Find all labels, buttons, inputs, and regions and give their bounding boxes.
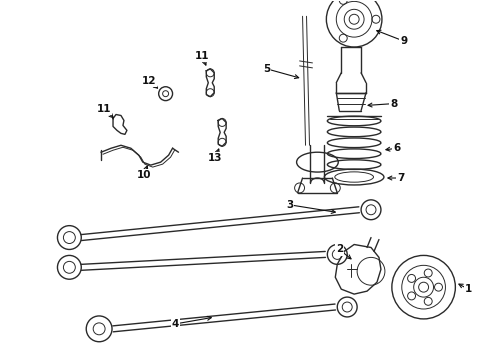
Text: 12: 12 — [142, 76, 156, 86]
Text: 13: 13 — [208, 153, 222, 163]
Text: 8: 8 — [390, 99, 397, 109]
Text: 1: 1 — [465, 284, 472, 294]
Text: 9: 9 — [400, 36, 407, 46]
Text: 11: 11 — [97, 104, 111, 113]
Text: 6: 6 — [393, 143, 400, 153]
Text: 7: 7 — [397, 173, 404, 183]
Text: 4: 4 — [172, 319, 179, 329]
Text: 5: 5 — [263, 64, 270, 74]
Text: 11: 11 — [195, 51, 210, 61]
Text: 10: 10 — [137, 170, 151, 180]
Text: 2: 2 — [336, 244, 343, 255]
Text: 3: 3 — [286, 200, 294, 210]
